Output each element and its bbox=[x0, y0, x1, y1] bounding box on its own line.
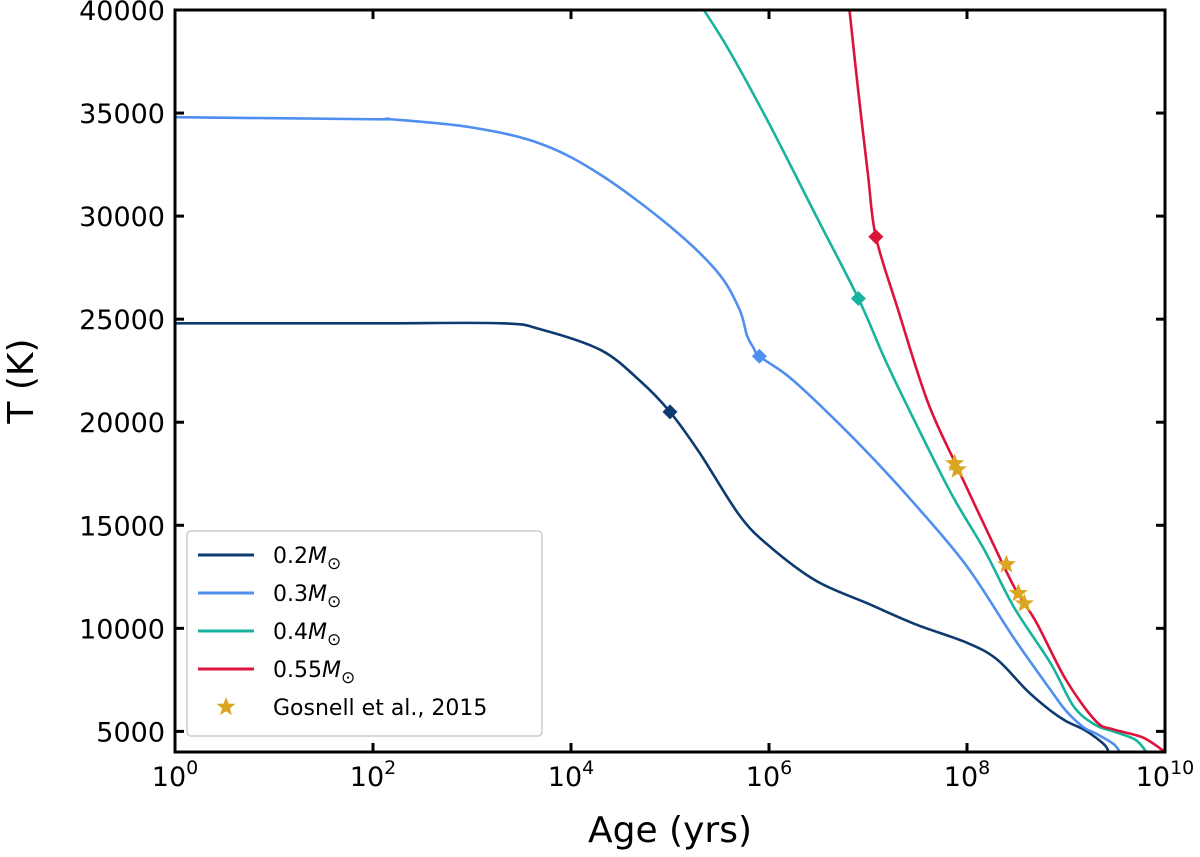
legend: 0.2M⊙0.3M⊙0.4M⊙0.55M⊙Gosnell et al., 201… bbox=[186, 530, 543, 737]
legend-mass-symbol: M bbox=[308, 544, 327, 569]
observation-star-4 bbox=[1014, 593, 1034, 612]
legend-label-2: 0.4M⊙ bbox=[273, 620, 341, 650]
x-tick-label-base: 10 bbox=[350, 762, 384, 793]
legend-sun-symbol: ⊙ bbox=[341, 668, 355, 688]
x-tick-label-exponent: 8 bbox=[978, 757, 990, 779]
x-tick-label-base: 10 bbox=[944, 762, 978, 793]
series-marker-1 bbox=[751, 348, 767, 364]
y-tick-label-2: 15000 bbox=[79, 511, 165, 542]
y-tick-label-6: 35000 bbox=[79, 99, 165, 130]
series-marker-0 bbox=[662, 404, 678, 420]
series-line-3 bbox=[848, 10, 1165, 752]
legend-mass-symbol: M bbox=[308, 582, 327, 607]
legend-mass-symbol: M bbox=[308, 620, 327, 645]
legend-label-1: 0.3M⊙ bbox=[273, 582, 341, 612]
x-tick-label-base: 10 bbox=[548, 762, 582, 793]
plot-frame bbox=[173, 8, 1167, 754]
observation-star-1 bbox=[947, 459, 967, 478]
x-tick-label-base: 10 bbox=[152, 762, 186, 793]
y-tick-label-4: 25000 bbox=[79, 305, 165, 336]
x-tick-label-base: 10 bbox=[1136, 762, 1170, 793]
legend-star-icon bbox=[216, 697, 236, 716]
legend-mass-value: 0.3 bbox=[273, 582, 308, 607]
y-tick-label-7: 40000 bbox=[79, 0, 165, 27]
x-tick-label-1: 102 bbox=[350, 757, 396, 793]
series-marker-2 bbox=[850, 291, 866, 307]
y-axis-label: T (K) bbox=[1, 338, 42, 424]
x-tick-label-exponent: 0 bbox=[186, 757, 198, 779]
legend-label-observations: Gosnell et al., 2015 bbox=[273, 696, 487, 721]
observation-star-2 bbox=[996, 554, 1016, 573]
observation-star-3 bbox=[1008, 583, 1028, 602]
x-tick-label-5: 1010 bbox=[1136, 757, 1195, 793]
x-tick-label-base: 10 bbox=[746, 762, 780, 793]
y-tick-label-5: 30000 bbox=[79, 202, 165, 233]
x-tick-label-exponent: 2 bbox=[384, 757, 396, 779]
x-tick-label-2: 104 bbox=[548, 757, 594, 793]
legend-mass-value: 0.2 bbox=[273, 544, 308, 569]
legend-label-0: 0.2M⊙ bbox=[273, 544, 341, 574]
x-tick-label-4: 108 bbox=[944, 757, 990, 793]
legend-box bbox=[186, 530, 543, 737]
tick-layer: 100 102 104 106 108 1010500010000150002000025… bbox=[79, 0, 1194, 793]
legend-sun-symbol: ⊙ bbox=[327, 630, 341, 650]
legend-sun-symbol: ⊙ bbox=[327, 554, 341, 574]
legend-label-3: 0.55M⊙ bbox=[273, 658, 355, 688]
series-layer bbox=[175, 10, 1165, 752]
legend-mass-value: 0.4 bbox=[273, 620, 308, 645]
x-tick-label-3: 106 bbox=[746, 757, 792, 793]
x-axis-label: Age (yrs) bbox=[588, 810, 752, 851]
legend-sun-symbol: ⊙ bbox=[327, 592, 341, 612]
y-tick-label-1: 10000 bbox=[79, 614, 165, 645]
x-tick-label-exponent: 4 bbox=[582, 757, 594, 779]
marker-layer bbox=[662, 229, 1034, 612]
series-line-2 bbox=[702, 10, 1148, 752]
x-tick-label-0: 100 bbox=[152, 757, 198, 793]
series-marker-3 bbox=[868, 229, 884, 245]
x-tick-label-exponent: 10 bbox=[1170, 757, 1194, 779]
observation-star-0 bbox=[945, 453, 965, 472]
series-line-0 bbox=[175, 321, 1110, 752]
legend-mass-symbol: M bbox=[322, 658, 341, 683]
y-tick-label-3: 20000 bbox=[79, 408, 165, 439]
y-tick-label-0: 5000 bbox=[96, 717, 165, 748]
legend-mass-value: 0.55 bbox=[273, 658, 322, 683]
x-tick-label-exponent: 6 bbox=[780, 757, 792, 779]
